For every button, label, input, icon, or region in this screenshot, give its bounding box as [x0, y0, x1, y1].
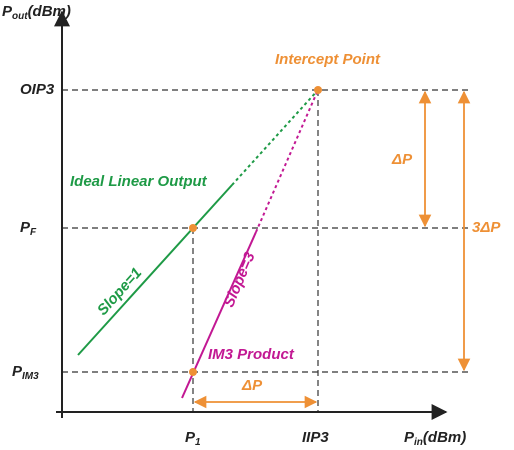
pim3-label: PIM3: [12, 363, 39, 382]
im3-product-label: IM3 Product: [208, 346, 295, 363]
label-sub: 1: [195, 437, 201, 448]
intercept-label: Intercept Point: [275, 51, 381, 68]
x-axis-label: Pin(dBm): [404, 429, 466, 448]
intercept-point: [314, 86, 322, 94]
linear-output-label: Ideal Linear Output: [70, 173, 208, 190]
linear-output-line: [77, 184, 233, 356]
delta-p-label: ΔP: [391, 151, 413, 168]
label-part: P: [2, 3, 13, 20]
slope1-label: Slope=1: [94, 264, 145, 318]
label-sub: F: [30, 227, 37, 238]
oip3-label: OIP3: [20, 81, 55, 98]
label-part: P: [20, 219, 31, 236]
slope3-label: Slope=3: [220, 249, 259, 310]
linear-output-extrapolation: [231, 89, 319, 186]
im3-extrapolation: [255, 89, 319, 233]
label-part: P: [404, 429, 415, 446]
label-part: (dBm): [28, 3, 71, 20]
label-part: P: [12, 363, 23, 380]
p1-output-point: [189, 224, 197, 232]
p1-label: P1: [185, 429, 201, 448]
label-part: P: [185, 429, 196, 446]
pf-label: PF: [20, 219, 37, 238]
three-delta-p-label: 3ΔP: [472, 219, 501, 236]
label-sub: IM3: [22, 371, 39, 382]
p1-im3-point: [189, 368, 197, 376]
y-axis-label: Pout(dBm): [2, 3, 71, 22]
label-sub: out: [12, 11, 28, 22]
delta-p-horizontal-label: ΔP: [241, 377, 263, 394]
label-part: (dBm): [423, 429, 466, 446]
iip3-label: IIP3: [302, 429, 329, 446]
label-sub: in: [414, 437, 423, 448]
